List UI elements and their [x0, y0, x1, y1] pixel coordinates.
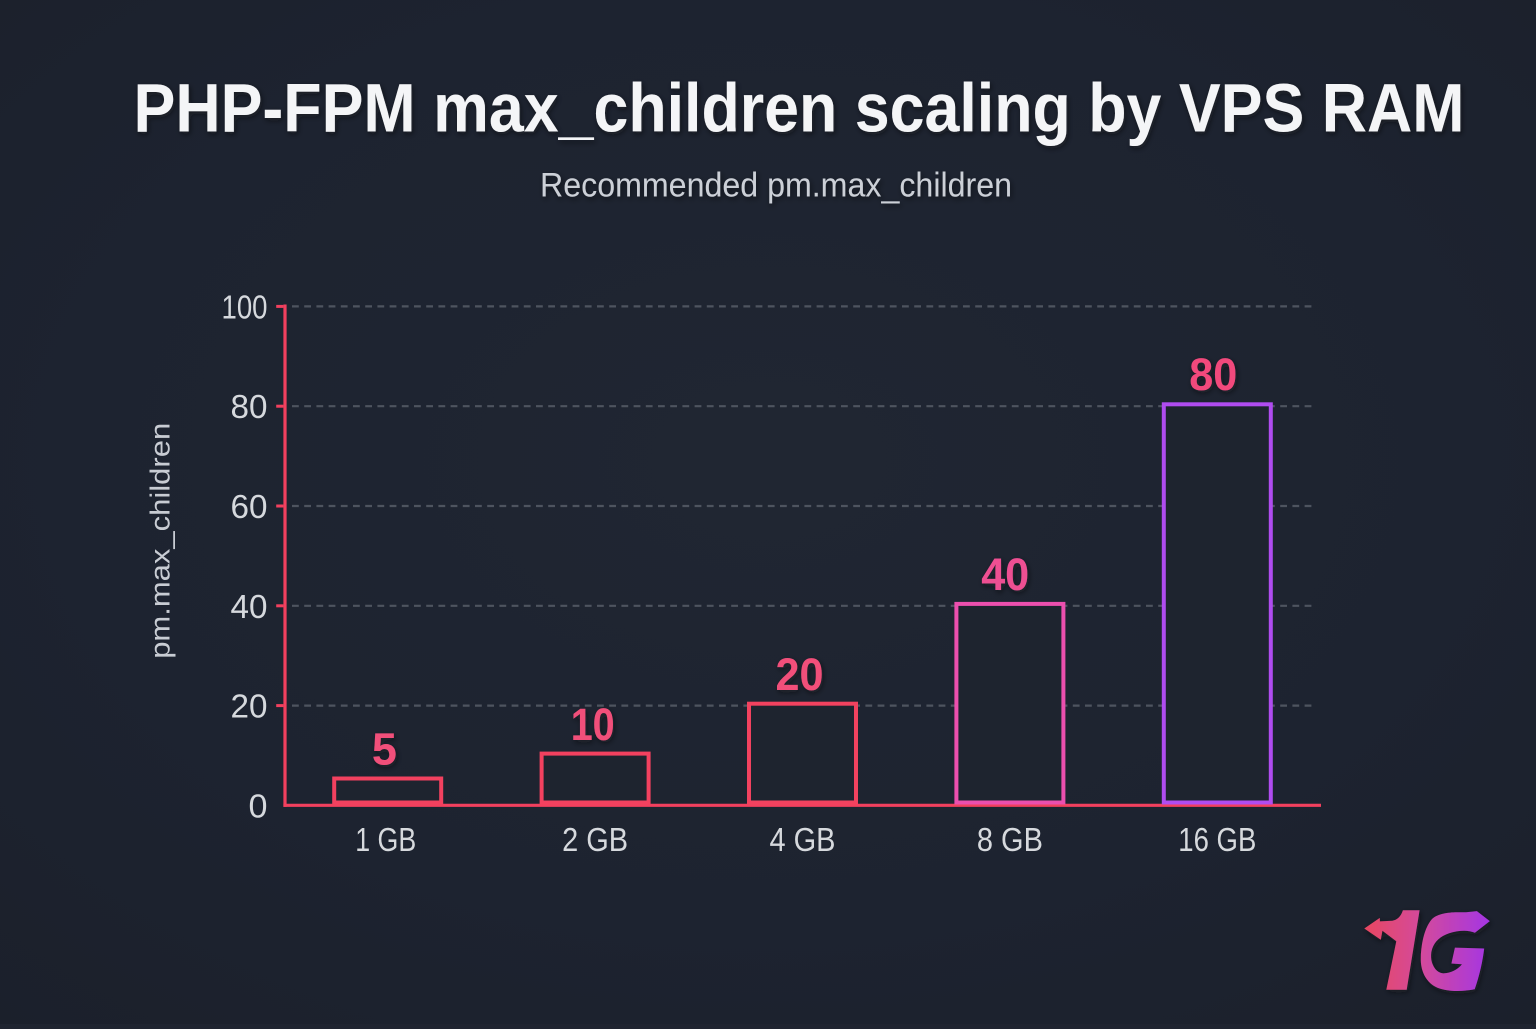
svg-text:Recommended pm.max_children: Recommended pm.max_children	[540, 167, 1012, 205]
svg-text:4 GB: 4 GB	[770, 821, 836, 858]
svg-text:40: 40	[981, 549, 1029, 600]
svg-text:16 GB: 16 GB	[1178, 821, 1256, 858]
svg-text:10: 10	[571, 699, 615, 750]
svg-text:1 GB: 1 GB	[355, 821, 416, 858]
svg-text:20: 20	[231, 688, 268, 725]
svg-text:0: 0	[249, 787, 268, 824]
svg-text:20: 20	[776, 649, 824, 700]
svg-text:PHP-FPM max_children scaling b: PHP-FPM max_children scaling by VPS RAM	[134, 70, 1465, 147]
svg-text:8 GB: 8 GB	[977, 821, 1043, 858]
svg-text:2 GB: 2 GB	[562, 821, 628, 858]
svg-text:40: 40	[231, 588, 268, 625]
svg-text:pm.max_children: pm.max_children	[145, 423, 176, 659]
svg-text:80: 80	[231, 388, 268, 425]
svg-text:80: 80	[1189, 349, 1237, 400]
svg-text:5: 5	[372, 724, 397, 775]
svg-text:100: 100	[222, 288, 268, 325]
svg-text:60: 60	[231, 488, 268, 525]
